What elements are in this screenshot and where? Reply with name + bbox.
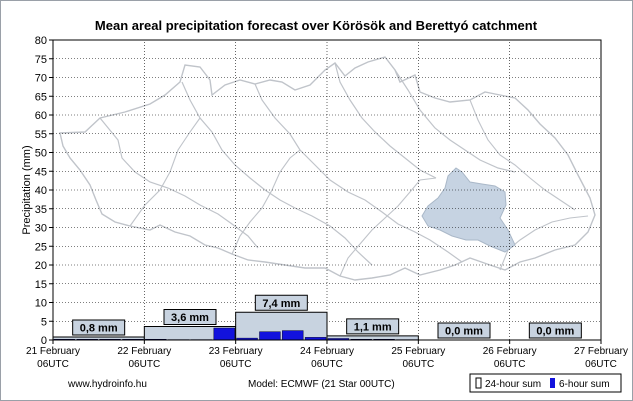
y-tick-label: 55	[35, 129, 47, 141]
x-tick-date: 26 February	[483, 346, 537, 357]
y-tick-label: 60	[35, 110, 47, 122]
y-tick-label: 45	[35, 166, 47, 178]
x-tick-time: 06UTC	[402, 359, 434, 370]
bar-label-box	[437, 322, 491, 339]
x-axis-ticks: 21 February 06UTC 22 February 06UTC 23 Febru…	[26, 340, 628, 370]
bar-label-box	[346, 318, 400, 335]
x-tick-time: 06UTC	[585, 359, 617, 370]
x-tick-date: 22 February	[117, 346, 171, 357]
grid-lines	[53, 40, 601, 340]
y-tick-label: 5	[41, 316, 47, 328]
bar-24h	[235, 311, 328, 341]
bar-value-label: 1,1 mm	[354, 321, 392, 333]
bar-value-label: 3,6 mm	[171, 312, 209, 324]
x-tick-time: 06UTC	[128, 359, 160, 370]
bar-value-label: 0,0 mm	[536, 326, 574, 338]
y-tick-label: 35	[35, 204, 47, 216]
legend: 24-hour sum 6-hour sum	[469, 373, 622, 393]
legend-label-6h: 6-hour sum	[559, 379, 610, 390]
bar-label-box	[254, 294, 308, 311]
legend-swatch-6h	[550, 378, 555, 388]
x-tick-date: 27 February	[574, 346, 628, 357]
bar-6h	[259, 331, 281, 341]
y-tick-label: 20	[35, 260, 47, 272]
legend-box	[469, 373, 622, 393]
source-text: www.hydroinfo.hu	[67, 379, 147, 390]
bar-label-box	[163, 309, 217, 325]
bar-6h	[213, 327, 235, 341]
bar-label-box	[72, 319, 126, 336]
x-tick-date: 25 February	[391, 346, 445, 357]
y-tick-label: 30	[35, 223, 47, 235]
y-tick-label: 65	[35, 91, 47, 103]
y-axis-label: Precipitation (mm)	[21, 145, 33, 234]
x-tick-time: 06UTC	[494, 359, 526, 370]
x-tick-date: 21 February	[26, 346, 80, 357]
bar-6h	[282, 330, 304, 341]
bar-value-label: 7,4 mm	[262, 298, 300, 310]
bar-value-labels: 0,8 mm 3,6 mm 7,4 mm 1,1 mm 0,0 mm 0,0 mm	[72, 294, 582, 339]
legend-swatch-24h	[475, 377, 482, 389]
y-tick-label: 0	[41, 335, 47, 347]
y-tick-label: 40	[35, 185, 47, 197]
bar-label-box	[528, 322, 582, 339]
y-tick-label: 75	[35, 54, 47, 66]
model-text: Model: ECMWF (21 Star 00UTC)	[248, 379, 395, 390]
y-tick-label: 25	[35, 241, 47, 253]
x-tick-time: 06UTC	[311, 359, 343, 370]
y-tick-label: 70	[35, 73, 47, 85]
y-tick-label: 15	[35, 279, 47, 291]
catchment-map	[59, 56, 596, 281]
y-axis-ticks: 0 5 10 15 20 25 30 35 40 45 50 55 60 65 70 75 80	[35, 35, 53, 347]
bar-value-label: 0,8 mm	[80, 323, 118, 335]
y-tick-label: 10	[35, 298, 47, 310]
chart-title: Mean areal precipitation forecast over K…	[95, 18, 538, 33]
x-tick-date: 24 February	[300, 346, 354, 357]
bar-value-label: 0,0 mm	[445, 326, 483, 338]
plot-border	[52, 39, 602, 341]
x-tick-date: 23 February	[209, 346, 263, 357]
y-tick-label: 50	[35, 148, 47, 160]
legend-label-24h: 24-hour sum	[485, 379, 541, 390]
x-tick-time: 06UTC	[37, 359, 69, 370]
x-tick-time: 06UTC	[220, 359, 252, 370]
y-tick-label: 80	[35, 35, 47, 47]
bars-24h	[52, 311, 419, 341]
